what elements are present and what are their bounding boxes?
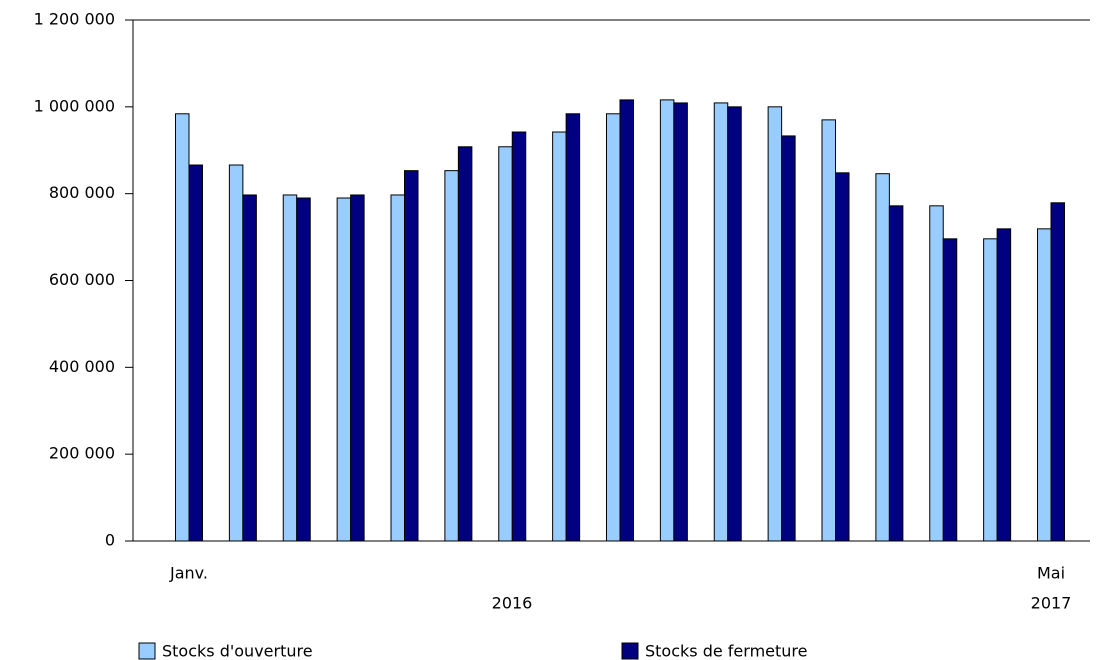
bar [350, 194, 365, 542]
bar [444, 170, 459, 542]
y-tick-label: 600 000 [49, 270, 115, 289]
bar [1050, 202, 1065, 542]
bar [996, 228, 1012, 542]
bar [390, 194, 405, 542]
x-tick-label: Mai [1037, 564, 1065, 583]
bar [457, 146, 473, 542]
bar [188, 164, 203, 542]
bar [781, 135, 796, 542]
bar [282, 194, 298, 542]
bar [606, 113, 621, 542]
bar [875, 173, 890, 542]
x-tick-label: Janv. [169, 564, 208, 583]
year-label: 2017 [1031, 594, 1072, 613]
legend-swatch [138, 642, 156, 660]
bar [888, 205, 904, 542]
bar [336, 197, 352, 542]
bar [821, 119, 836, 542]
bar [242, 194, 257, 542]
y-tick-label: 1 000 000 [34, 96, 115, 115]
bar [296, 197, 311, 542]
bar [565, 113, 581, 542]
bar [942, 238, 958, 542]
y-tick-label: 200 000 [49, 444, 115, 463]
y-tick-label: 1 200 000 [34, 10, 115, 29]
bar [983, 238, 998, 542]
year-label: 2016 [492, 594, 533, 613]
bar [929, 205, 944, 542]
legend-label: Stocks d'ouverture [162, 642, 313, 660]
bar [835, 172, 850, 542]
bar [619, 99, 634, 542]
bar [511, 131, 527, 542]
bar [552, 131, 567, 542]
bar [659, 99, 675, 542]
bar [713, 102, 729, 542]
bar [673, 102, 688, 542]
y-tick-label: 800 000 [49, 183, 115, 202]
bar [1037, 228, 1052, 542]
bar [404, 170, 419, 542]
y-tick-label: 400 000 [49, 357, 115, 376]
bar [175, 113, 190, 542]
legend-label: Stocks de fermeture [645, 642, 807, 660]
bar [727, 106, 742, 542]
bar [498, 146, 513, 542]
legend-swatch [621, 642, 639, 660]
bar [767, 106, 783, 542]
bar [228, 164, 244, 542]
y-tick-label: 0 [105, 531, 115, 550]
